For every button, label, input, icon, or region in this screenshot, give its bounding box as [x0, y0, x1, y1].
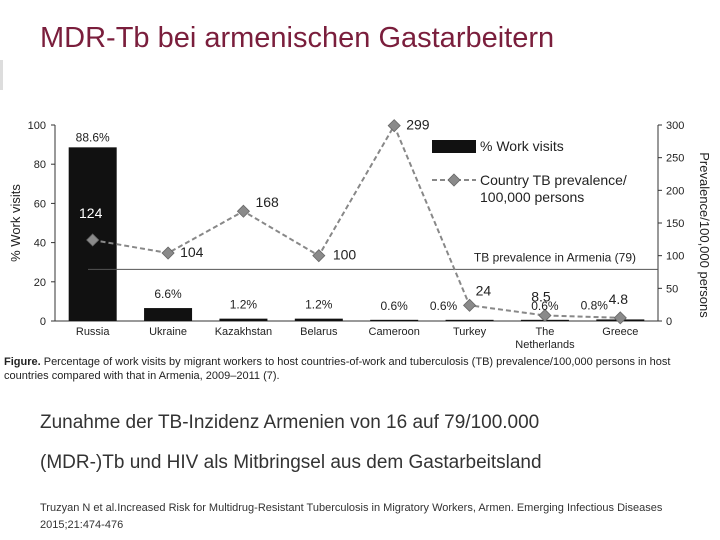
armenia-reference-line: TB prevalence in Armenia (79) [88, 250, 658, 270]
bar-label: 0.6% [381, 299, 409, 313]
bar-label: 0.8% [581, 298, 609, 312]
citation: Truzyan N et al.Increased Risk for Multi… [40, 502, 663, 531]
prevalence-marker [538, 308, 552, 323]
slide-edge-tab [0, 60, 3, 90]
chart-legend: % Work visits Country TB prevalence/100,0… [432, 138, 627, 205]
line-label: 4.8 [609, 291, 629, 307]
bar [294, 318, 343, 321]
bar [370, 319, 419, 321]
line-label: 299 [406, 117, 430, 133]
legend-label-bar: % Work visits [480, 138, 564, 154]
figure-caption: Figure. Percentage of work visits by mig… [4, 355, 710, 383]
prevalence-marker [236, 204, 251, 218]
x-tick-label: Cameroon [369, 326, 420, 338]
bar [144, 308, 193, 321]
legend-swatch-bar [432, 140, 476, 153]
y-tick-label-left: 60 [34, 198, 46, 210]
prevalence-marker [312, 249, 326, 263]
y-tick-label-right: 150 [666, 218, 684, 230]
bar-label: 1.2% [305, 298, 333, 312]
legend-swatch-marker [447, 173, 461, 187]
x-tick-label: Greece [602, 326, 638, 338]
y-tick-label-left: 100 [28, 120, 46, 132]
y-tick-label-right: 0 [666, 316, 672, 328]
prevalence-line [92, 123, 621, 319]
x-tick-label: The [535, 326, 554, 338]
line-label: 168 [255, 194, 279, 210]
y-tick-label-right: 250 [666, 153, 684, 165]
bar-label: 88.6% [76, 130, 110, 144]
line-label: 124 [79, 205, 103, 221]
legend-label-line: Country TB prevalence/ [480, 172, 627, 188]
y-tick-label-right: 50 [666, 283, 678, 295]
legend-label-line: 100,000 persons [480, 189, 584, 205]
y-tick-label-left: 40 [34, 238, 46, 250]
bullet-incidence: Zunahme der TB-Inzidenz Armenien von 16 … [40, 412, 540, 433]
data-labels: 88.6% 6.6% 1.2% 1.2% 0.6% 0.6% 0.6% 0.8% 124 104 1… [76, 117, 629, 313]
y-tick-label-left: 20 [34, 277, 46, 289]
x-tick-label: Kazakhstan [215, 326, 272, 338]
x-tick-label: Netherlands [515, 339, 575, 351]
y-tick-label-left: 0 [40, 316, 46, 328]
line-label: 24 [476, 282, 492, 298]
y-tick-label-left: 80 [34, 159, 46, 171]
y-tick-label-right: 300 [666, 120, 684, 132]
y-axis-label-left: % Work visits [8, 184, 23, 262]
line-label: 104 [180, 244, 204, 260]
y-tick-label-right: 100 [666, 251, 684, 263]
prevalence-marker [387, 119, 401, 133]
reference-line-label: TB prevalence in Armenia (79) [474, 250, 636, 264]
line-label: 100 [333, 247, 357, 263]
bullet-mdr-tb-hiv: (MDR-)Tb und HIV als Mitbringsel aus dem… [40, 452, 542, 473]
line-label: 8.5 [531, 288, 551, 304]
bar-label: 6.6% [154, 287, 182, 301]
x-tick-label: Russia [76, 326, 111, 338]
bar-label: 0.6% [430, 299, 458, 313]
slide-title: MDR-Tb bei armenischen Gastarbeitern [40, 22, 555, 54]
line-series-tb-prevalence [86, 119, 627, 325]
y-tick-label-right: 200 [666, 185, 684, 197]
tb-chart: 0 20 40 60 80 100 0 50 100 150 200 250 300 % Work vis… [8, 117, 712, 351]
chart-axes: 0 20 40 60 80 100 0 50 100 150 200 250 300 % Work vis… [8, 120, 712, 351]
y-axis-label-right: Prevalence/100,000 persons [697, 152, 712, 318]
bar-label: 1.2% [230, 298, 258, 312]
x-tick-label: Turkey [453, 326, 487, 338]
bar-label: 0.6% [531, 299, 559, 313]
x-tick-label: Belarus [300, 326, 338, 338]
prevalence-marker [613, 311, 627, 325]
caption-label: Figure. [4, 356, 41, 368]
prevalence-marker [86, 233, 100, 247]
caption-text: Percentage of work visits by migrant wor… [4, 356, 671, 382]
bar [445, 319, 494, 321]
prevalence-marker [161, 246, 175, 260]
prevalence-marker [462, 298, 477, 312]
x-tick-label: Ukraine [149, 326, 187, 338]
bar [219, 318, 268, 321]
